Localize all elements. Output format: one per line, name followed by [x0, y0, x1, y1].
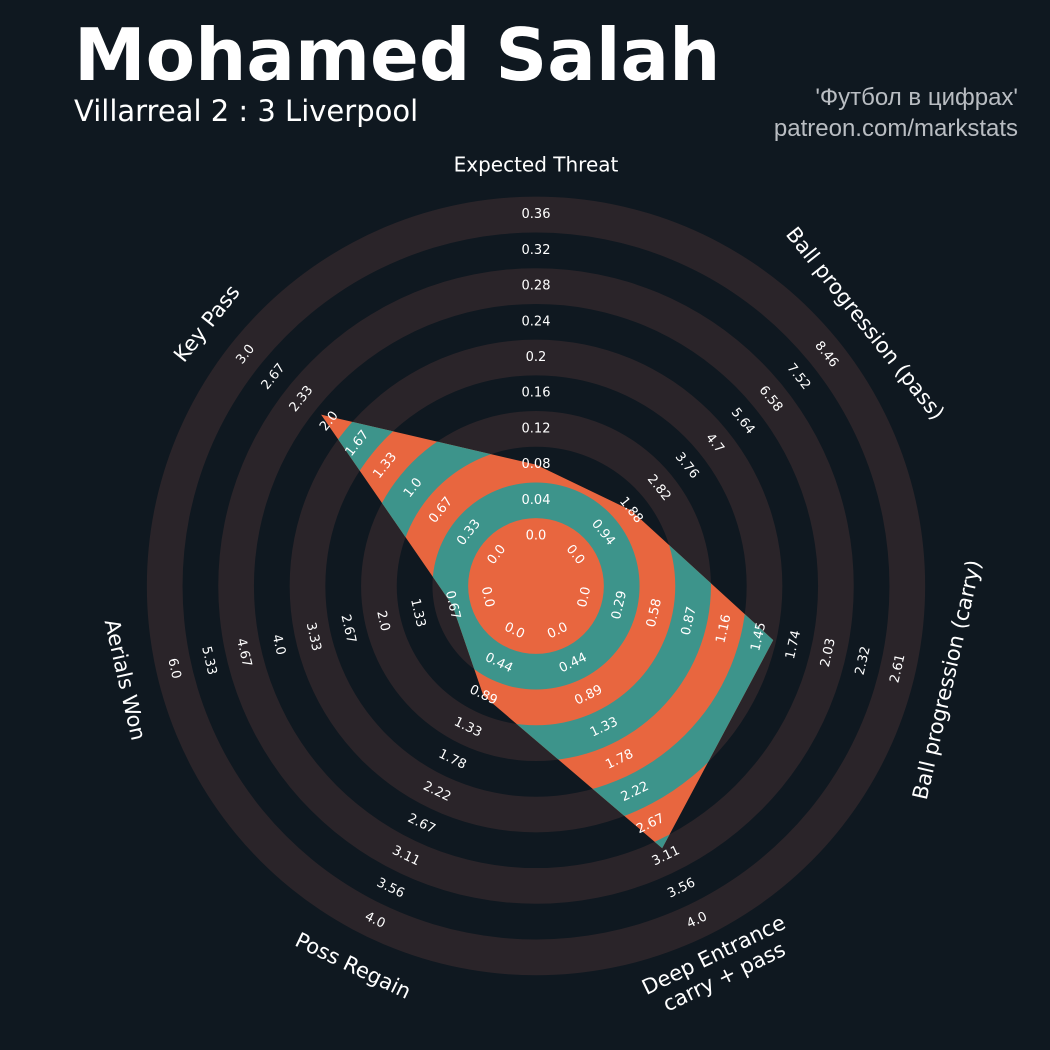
player-polygon	[321, 414, 774, 849]
tick-label: 0.24	[522, 314, 551, 329]
tick-label: 1.74	[783, 629, 804, 661]
credit-block: 'Футбол в цифрах' patreon.com/markstats	[774, 82, 1018, 144]
tick-label: 0.08	[522, 457, 551, 472]
tick-label: 2.61	[887, 653, 908, 685]
tick-label: 0.28	[522, 279, 551, 294]
tick-label: 0.36	[522, 207, 551, 222]
credit-line-1: 'Футбол в цифрах'	[815, 84, 1018, 111]
parameter-label: Expected Threat	[454, 153, 619, 177]
player-band	[432, 482, 640, 690]
tick-label: 0.67	[442, 589, 463, 621]
tick-label: 7.52	[784, 361, 814, 393]
tick-label: 2.67	[259, 361, 289, 393]
parameter-label-line: Aerials Won	[100, 617, 151, 743]
tick-label: 3.76	[672, 450, 702, 482]
tick-label: 4.67	[233, 637, 254, 669]
tick-label: 0.04	[522, 493, 551, 508]
player-polygon-bands	[321, 414, 774, 849]
tick-label: 0.0	[526, 529, 547, 544]
tick-label: 1.78	[436, 747, 469, 773]
tick-label: 1.33	[407, 597, 428, 629]
tick-label: 1.16	[713, 613, 734, 645]
tick-label: 0.2	[526, 350, 547, 365]
tick-label: 0.29	[609, 589, 630, 621]
tick-label: 0.0	[478, 585, 497, 609]
tick-label: 2.67	[405, 811, 438, 837]
tick-label: 3.56	[665, 875, 698, 901]
page-title: Mohamed Salah	[74, 13, 721, 97]
tick-label: 0.16	[522, 386, 551, 401]
tick-label: 0.87	[679, 605, 700, 637]
tick-label: 0.58	[644, 597, 665, 629]
tick-label: 2.32	[853, 645, 874, 677]
tick-label: 6.0	[164, 657, 183, 681]
tick-label: 0.32	[522, 243, 551, 258]
tick-label: 2.67	[337, 613, 358, 645]
tick-label: 2.0	[373, 609, 392, 633]
tick-label: 4.0	[269, 633, 288, 657]
tick-label: 2.03	[818, 637, 839, 669]
tick-label: 5.64	[728, 405, 758, 437]
tick-label: 1.45	[748, 621, 769, 653]
player-polygon-fill	[321, 414, 774, 849]
parameter-label-line: Expected Threat	[454, 153, 619, 177]
tick-label: 5.33	[198, 645, 219, 677]
match-subtitle: Villarreal 2 : 3 Liverpool	[74, 94, 419, 128]
tick-label: 0.12	[522, 421, 551, 436]
parameter-label: Aerials Won	[100, 617, 151, 743]
tick-label: 3.33	[303, 621, 324, 653]
tick-label: 3.56	[374, 875, 407, 901]
credit-line-2: patreon.com/markstats	[773, 115, 1018, 143]
tick-label: 0.0	[575, 585, 594, 609]
